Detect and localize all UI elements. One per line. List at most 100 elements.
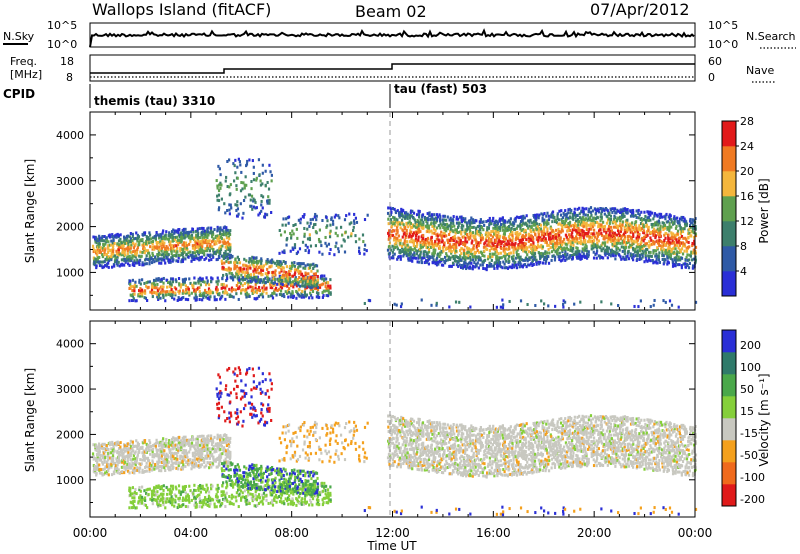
power-cell [459,239,462,243]
power-cell [621,209,624,213]
power-cell [652,229,655,233]
power-cell [554,232,557,236]
power-cell [421,235,425,239]
power-cell [281,283,284,287]
power-cell [182,289,185,293]
power-cell [138,294,142,298]
power-cell [315,280,318,284]
power-cell [500,240,503,244]
power-cell [309,291,312,295]
power-cell [575,232,579,236]
power-cell [535,262,538,266]
power-cell [670,218,673,222]
power-cell [521,265,524,269]
power-cell [204,288,207,292]
power-cell [321,252,324,256]
power-cell [423,261,426,265]
power-cell [216,194,219,198]
power-cell [524,233,528,237]
power-cell [199,246,203,250]
power-cell [638,249,642,253]
power-cell [661,249,664,253]
power-cell [273,261,277,265]
power-cell [549,246,552,250]
velocity-cell [121,470,124,474]
power-cell [585,217,588,221]
power-cell [501,266,504,270]
power-cell [133,244,136,248]
power-cell [487,226,491,230]
power-cell [186,298,190,302]
power-cell [431,225,434,229]
power-cell [324,281,327,285]
power-cell [126,245,130,249]
velocity-cell [107,473,110,477]
power-cell [618,248,621,252]
freq-strip-frame [89,54,696,82]
power-cell [567,238,570,242]
power-cell [507,242,511,246]
power-cell [405,240,408,244]
power-cell [251,159,254,163]
power-cell [630,225,633,229]
power-cell [645,223,648,227]
velocity-cell [102,451,106,455]
power-cell [134,255,137,259]
power-cell [509,251,512,255]
power-cell [597,239,601,243]
power-cell [688,253,691,257]
beam-title: Beam 02 [355,2,427,21]
power-cell [163,250,166,254]
power-cell [688,224,692,228]
power-cell [433,224,436,228]
power-cell [102,260,105,264]
power-cell [440,223,443,227]
cpid-program-2: tau (fast) 503 [394,82,487,96]
power-cell [638,245,642,249]
power-cell [493,266,496,270]
power-cell [462,241,465,245]
power-cell [227,261,230,265]
power-cell [487,237,491,241]
power-cell [448,233,451,237]
power-cell [401,218,404,222]
power-cell [622,255,625,259]
power-cell [171,277,174,281]
power-cell [459,254,462,258]
power-cell [637,305,640,309]
power-cell [658,216,661,220]
power-cell [353,212,356,216]
power-cell [634,247,637,251]
power-cell [417,224,420,228]
power-cell [249,204,252,208]
power-cell [241,267,244,271]
power-cell [426,246,430,250]
power-cell [249,285,252,289]
power-cell [100,260,103,264]
power-cell [151,291,154,295]
power-cell [162,235,165,239]
power-cell [96,246,100,250]
freq-label: Freq. [10,55,37,68]
power-cell [139,290,142,294]
power-cell [568,255,571,259]
power-cell [545,259,548,263]
power-cell [572,253,575,257]
power-cell [171,290,175,294]
power-cell [642,225,645,229]
power-cell [150,240,153,244]
power-cell [412,211,416,215]
power-cell [473,221,476,225]
power-cell [676,250,679,254]
power-cell [241,278,244,282]
velocity-cell [112,470,116,474]
power-cell [358,251,361,255]
power-cell [605,236,608,240]
power-cell [519,262,522,266]
power-cell [156,278,160,282]
power-cell [658,212,661,216]
power-cell [247,265,250,269]
power-cell [522,249,525,253]
power-cell [328,235,332,239]
power-cell [254,200,257,204]
